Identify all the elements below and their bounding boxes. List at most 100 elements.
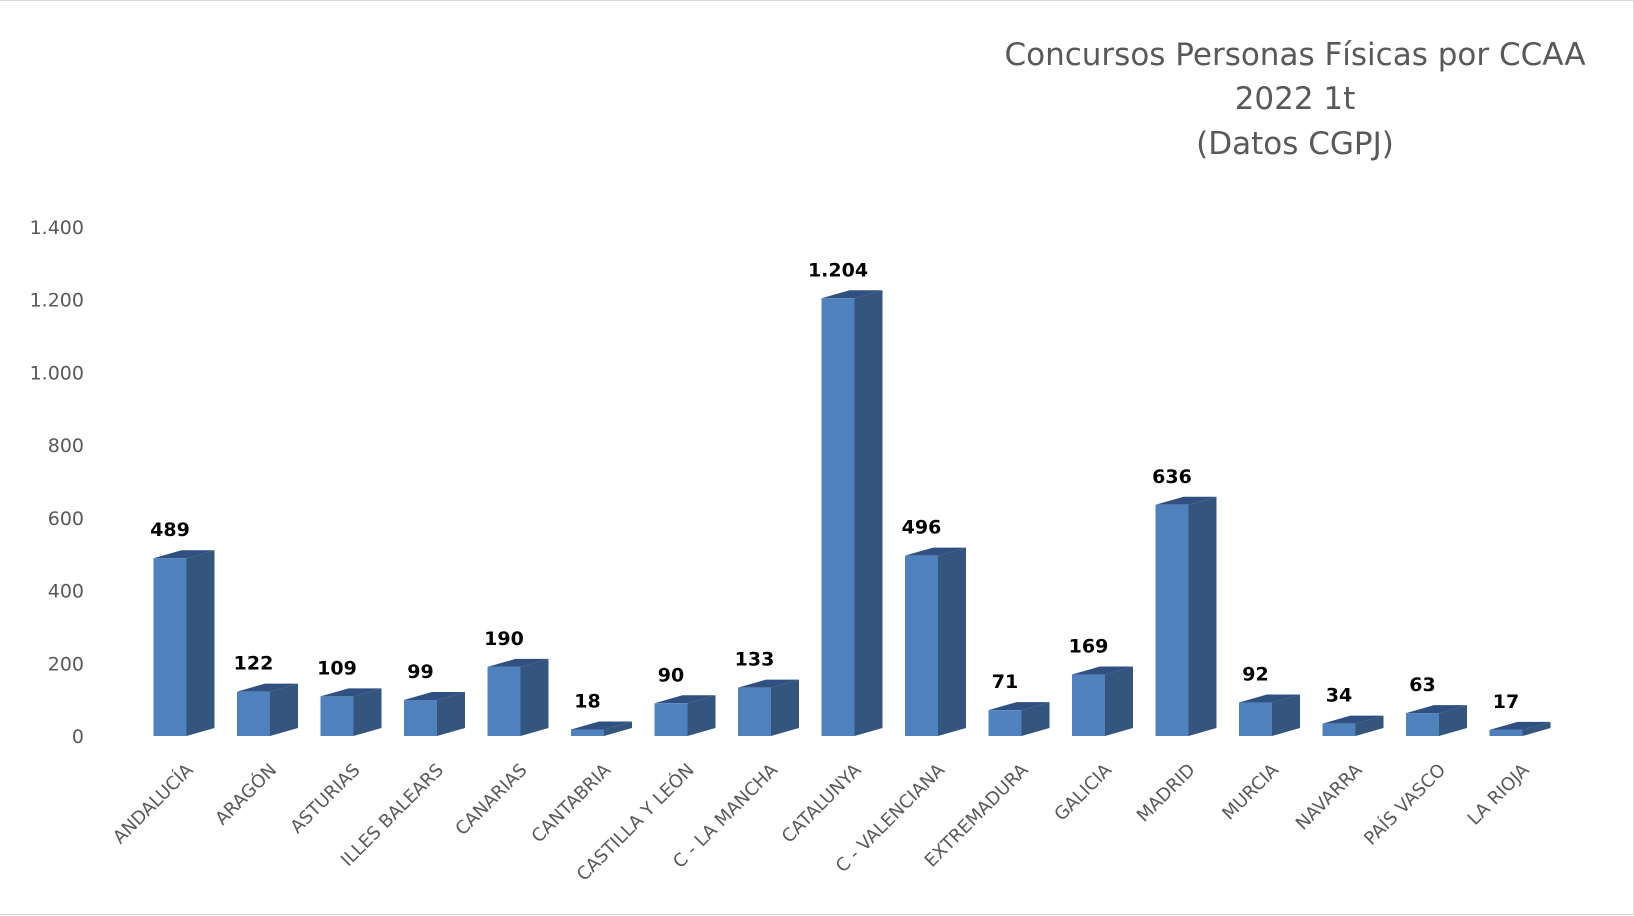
data-label: 99 <box>407 661 433 683</box>
x-tick-label: MADRID <box>1133 760 1200 827</box>
bar-top <box>738 679 799 688</box>
bar-front <box>1322 723 1356 736</box>
data-labels: 489 122 109 99 190 18 90 133 1.204 496 71 169 636 92 3… <box>150 259 1519 713</box>
y-tick-label: 0 <box>72 726 84 748</box>
bar-front <box>1489 729 1523 736</box>
data-label: 92 <box>1242 664 1268 686</box>
data-label: 122 <box>234 653 274 675</box>
x-tick-label: LA RIOJA <box>1464 759 1534 829</box>
chart-title: Concursos Personas Físicas por CCAA 2022 … <box>1004 37 1585 162</box>
bar-top <box>320 688 382 697</box>
bar <box>1406 705 1467 736</box>
bar-front <box>654 703 688 736</box>
bar-side <box>1272 694 1300 736</box>
bar-top <box>1239 694 1300 703</box>
bar <box>404 692 465 736</box>
bar <box>487 658 549 736</box>
bar <box>988 702 1050 736</box>
bar-top <box>404 692 465 701</box>
bar <box>320 688 382 736</box>
bar-side <box>1188 496 1217 736</box>
bar-top <box>1322 715 1384 724</box>
data-label: 489 <box>150 519 190 541</box>
bar-top <box>905 547 966 556</box>
bar <box>1072 666 1133 736</box>
bar-side <box>1355 715 1384 736</box>
bar-side <box>270 683 298 736</box>
bar-side <box>771 679 799 736</box>
chart-title-line: 2022 1t <box>1235 81 1356 117</box>
y-tick-label: 400 <box>48 581 84 603</box>
bar-front <box>237 691 270 736</box>
y-tick-label: 1.400 <box>30 217 84 239</box>
x-tick-label: CANARIAS <box>451 760 531 840</box>
x-tick-label: CANTABRIA <box>528 759 616 847</box>
bar-side <box>687 695 716 736</box>
bar-front <box>821 298 855 736</box>
data-label: 71 <box>992 671 1018 693</box>
bar-front <box>1239 702 1272 736</box>
y-tick-label: 1.200 <box>30 290 84 312</box>
y-tick-label: 1.000 <box>30 362 84 384</box>
data-label: 169 <box>1069 636 1109 658</box>
bar <box>738 679 799 736</box>
data-label: 190 <box>484 628 524 650</box>
data-label: 63 <box>1409 674 1435 696</box>
bar-front <box>404 700 437 736</box>
bars <box>153 290 1551 736</box>
bar-side <box>1021 702 1050 736</box>
bar-front <box>487 666 521 736</box>
x-tick-label: ARAGÓN <box>211 759 281 829</box>
bar <box>1239 694 1300 736</box>
bar-top <box>988 702 1050 711</box>
data-label: 496 <box>902 517 942 539</box>
data-label: 34 <box>1326 685 1352 707</box>
bar-side <box>1105 666 1133 736</box>
x-tick-label: NAVARRA <box>1292 759 1367 834</box>
x-tick-label: MURCIA <box>1218 759 1283 824</box>
bar <box>1155 496 1217 736</box>
y-tick-label: 600 <box>48 508 84 530</box>
data-label: 18 <box>574 690 600 712</box>
y-axis: 0 200 400 600 800 1.000 1.200 1.400 <box>30 217 84 748</box>
bar-front <box>988 710 1022 736</box>
bar-side <box>938 547 966 736</box>
bar-top <box>1072 666 1133 675</box>
x-tick-label: ASTURIAS <box>286 760 364 838</box>
bar-front <box>1072 674 1105 736</box>
bar-top <box>237 683 298 692</box>
bar-side <box>1439 705 1467 736</box>
y-tick-label: 800 <box>48 435 84 457</box>
bar-front <box>320 696 354 736</box>
chart-title-line: (Datos CGPJ) <box>1196 126 1394 162</box>
bar-top <box>821 290 883 299</box>
bar-front <box>905 555 938 736</box>
bar-side <box>186 550 215 736</box>
data-label: 636 <box>1152 466 1192 488</box>
bar <box>821 290 883 736</box>
bar-front <box>738 687 771 736</box>
bar-top <box>1406 705 1467 714</box>
bar-front <box>153 558 187 736</box>
bar-top <box>487 658 549 667</box>
data-label: 1.204 <box>808 259 868 281</box>
bar <box>654 695 716 736</box>
bar-front <box>1406 713 1439 736</box>
bar <box>153 550 215 736</box>
bar-side <box>1522 721 1551 736</box>
y-tick-label: 200 <box>48 653 84 675</box>
bar-side <box>353 688 382 736</box>
bar <box>905 547 966 736</box>
data-label: 109 <box>317 657 357 679</box>
bar-top <box>571 721 632 730</box>
x-tick-label: GALICIA <box>1050 759 1116 825</box>
x-tick-label: ANDALUCÍA <box>108 758 198 848</box>
chart-title-line: Concursos Personas Físicas por CCAA <box>1004 37 1585 73</box>
x-tick-label: CATALUNYA <box>778 759 866 847</box>
bar-front <box>571 729 604 736</box>
data-label: 17 <box>1493 691 1519 713</box>
x-tick-label: PAÍS VASCO <box>1359 759 1450 850</box>
